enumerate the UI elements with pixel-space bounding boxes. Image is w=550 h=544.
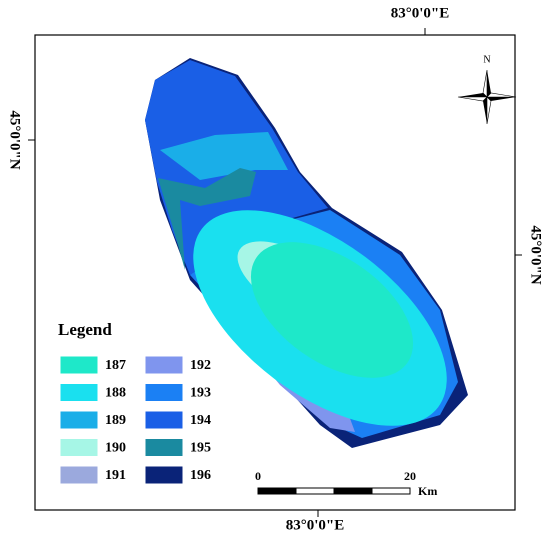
coord-label: 83°0'0"E xyxy=(391,5,450,21)
zone xyxy=(160,132,288,180)
legend-label: 195 xyxy=(190,441,211,456)
coord-label: 83°0'0"E xyxy=(286,517,345,533)
legend-swatch xyxy=(59,383,99,402)
zone xyxy=(158,168,256,270)
legend-label: 192 xyxy=(190,358,211,373)
legend-swatch xyxy=(59,465,99,485)
scale-label: 20 xyxy=(404,469,416,483)
legend-label: 188 xyxy=(105,386,126,401)
lake-map xyxy=(145,58,468,448)
legend-swatch xyxy=(59,410,99,430)
legend-title: Legend xyxy=(58,320,112,339)
north-arrow: N xyxy=(457,54,517,125)
legend-swatch xyxy=(59,438,99,457)
north-label: N xyxy=(483,54,490,65)
legend-swatch xyxy=(144,465,184,485)
zone xyxy=(250,242,414,378)
scale-label: 0 xyxy=(255,469,261,483)
legend-swatch xyxy=(144,355,184,375)
legend-label: 190 xyxy=(105,441,126,456)
legend-swatch xyxy=(59,355,99,375)
legend-swatch xyxy=(144,438,184,457)
legend-label: 196 xyxy=(190,468,211,483)
scale-bar: 0 20 Km xyxy=(255,469,437,498)
coord-label: 45°0'0"N xyxy=(528,225,544,284)
coord-label: 45°0'0"N xyxy=(7,110,23,169)
legend-swatch xyxy=(144,410,184,430)
legend: 187 188 189 190 191 192 193 194 195 196 xyxy=(59,355,211,485)
scale-unit: Km xyxy=(418,484,437,498)
legend-label: 191 xyxy=(105,468,126,483)
legend-label: 187 xyxy=(105,358,126,373)
legend-swatch xyxy=(144,383,184,402)
legend-label: 193 xyxy=(190,386,211,401)
legend-label: 189 xyxy=(105,413,126,428)
legend-label: 194 xyxy=(190,413,211,428)
